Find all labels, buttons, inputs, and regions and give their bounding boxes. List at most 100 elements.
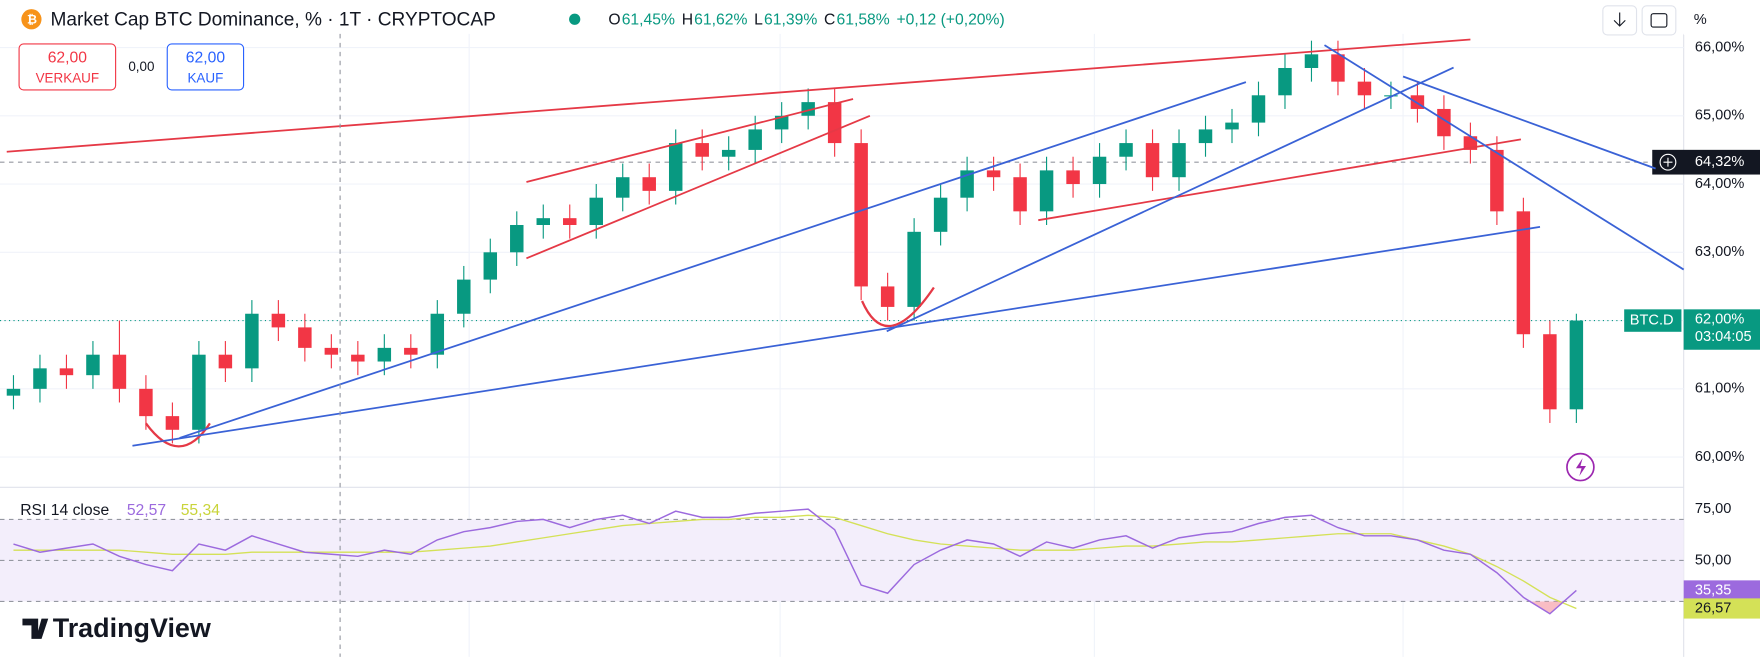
brand-logo: [22, 618, 49, 639]
candle-body: [748, 129, 762, 150]
y-tick-label: 60,00%: [1695, 449, 1744, 465]
fullscreen-icon: [1650, 13, 1668, 28]
candle-body: [880, 286, 895, 307]
candle-body: [801, 102, 815, 116]
rsi-pane: 75,00 50,00 35,35 26,57: [0, 501, 1760, 619]
candle-body: [510, 224, 524, 253]
end-label-box: [1683, 598, 1760, 619]
ohlc-change: +0,12 (+0,20%): [896, 12, 1004, 29]
arrow-icon: [1613, 12, 1626, 27]
candle-body: [1357, 81, 1372, 96]
candle-body: [1039, 170, 1054, 212]
candle-body: [165, 416, 180, 430]
candle-body: [616, 177, 630, 198]
candle-body: [827, 102, 842, 144]
spread: 0,00: [128, 59, 154, 74]
y-tick-label: 50,00: [1695, 552, 1731, 568]
y-tick-label: 66,00%: [1695, 39, 1744, 55]
y-tick-label: 75,00: [1695, 501, 1731, 517]
ohlc-value: 61,62%: [694, 12, 747, 29]
btc-glyph: ₿: [27, 13, 37, 27]
sell-label: VERKAUF: [36, 70, 100, 85]
candle-body: [1119, 143, 1133, 157]
candle-body: [1569, 320, 1584, 410]
candle-body: [324, 347, 339, 355]
buy-price: 62,00: [186, 50, 226, 67]
scale-unit: %: [1694, 12, 1707, 28]
candle-body: [430, 313, 445, 355]
y-tick-label: 64,00%: [1695, 176, 1744, 192]
sell-price: 62,00: [48, 50, 88, 67]
rsi-ma-value: 55,34: [181, 502, 221, 519]
candle-body: [721, 149, 736, 157]
symbol-label: BTC.D: [1630, 312, 1674, 328]
candle-body: [1066, 170, 1080, 185]
rsi-title: RSI 14 close: [20, 502, 109, 519]
plus-glyph: [1663, 157, 1673, 167]
rsi-value: 52,57: [127, 502, 166, 519]
price-box: [1683, 309, 1760, 350]
candle-body: [1490, 149, 1504, 212]
alert-bolt: [1575, 458, 1587, 477]
candle-body: [536, 218, 550, 225]
end-label: 26,57: [1695, 600, 1731, 616]
candle-body: [1198, 129, 1213, 144]
candle-body: [1092, 156, 1107, 185]
candle-body: [1437, 108, 1451, 137]
plus-icon: [1659, 153, 1677, 171]
candle-body: [668, 143, 683, 191]
sell-button[interactable]: [18, 43, 117, 91]
ohlc-value: 61,45%: [622, 12, 675, 29]
ohlc-label: H: [682, 12, 693, 29]
candle-body: [483, 252, 498, 280]
candle-body: [695, 143, 709, 157]
symbol-box: [1624, 309, 1682, 332]
ohlc-value: 61,39%: [764, 12, 817, 29]
candle-body: [1278, 67, 1292, 96]
candle-body: [1145, 143, 1160, 178]
rsi-line: [13, 514, 1577, 610]
y-tick-label: 65,00%: [1695, 108, 1744, 124]
candle-body: [298, 327, 312, 348]
btc-icon: [21, 9, 42, 30]
candle-body: [457, 279, 471, 314]
candle-body: [351, 354, 365, 362]
candle-body: [377, 347, 392, 362]
candle-body: [192, 354, 206, 430]
price-pane: 60,00% 61,00% 62,00% 63,00% 64,00% 65,00% 66,0…: [0, 39, 1760, 465]
rsi-line: [13, 508, 1577, 615]
scale-button[interactable]: [1683, 5, 1752, 35]
buy-label: KAUF: [187, 70, 223, 85]
candle-body: [986, 170, 1001, 178]
candle-body: [86, 354, 100, 376]
market-status: [569, 13, 581, 25]
candle-body: [589, 197, 603, 225]
candle-body: [112, 354, 127, 389]
candle-body: [854, 143, 868, 287]
price-label: 62,00%: [1695, 311, 1744, 327]
candle-body: [6, 388, 21, 396]
ohlc-label: O: [608, 12, 620, 29]
candle-body: [1013, 177, 1027, 212]
ohlc-legend: O 61,45% H 61,62% L 61,39% C 61,58% +0,12 (+0,20…: [608, 12, 1004, 29]
candle-body: [907, 231, 921, 307]
crosshair-label: 64,32%: [1695, 154, 1744, 170]
buy-button[interactable]: [166, 43, 245, 91]
y-tick-label: 61,00%: [1695, 381, 1744, 397]
fullscreen-button[interactable]: [1641, 5, 1677, 36]
candle-body: [1225, 122, 1239, 130]
ohlc-label: C: [824, 12, 835, 29]
drawings: [6, 38, 1685, 448]
candle-body: [33, 368, 47, 389]
candle-body: [245, 313, 259, 369]
candle-body: [218, 354, 233, 369]
candle-body: [1331, 54, 1345, 82]
ohlc-label: L: [754, 12, 763, 29]
candle-body: [642, 177, 656, 191]
candle-body: [139, 388, 153, 417]
countdown: 03:04:05: [1695, 329, 1752, 345]
candle-body: [59, 368, 74, 376]
y-tick-label: 63,00%: [1695, 244, 1744, 260]
candle-body: [1543, 334, 1557, 410]
